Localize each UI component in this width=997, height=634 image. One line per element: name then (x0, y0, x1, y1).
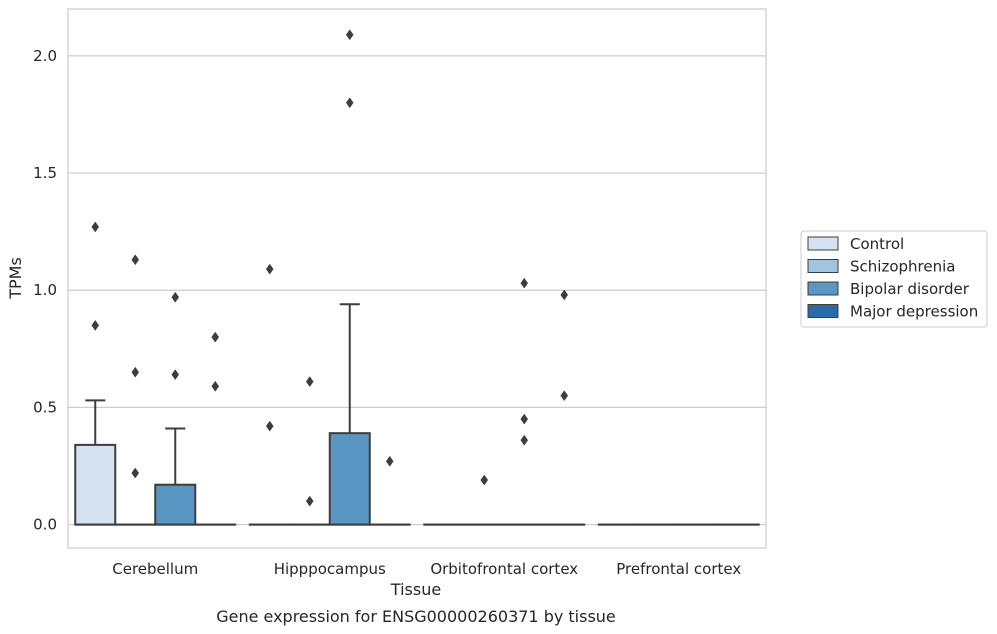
legend-label: Major depression (850, 303, 978, 321)
legend-label: Schizophrenia (850, 258, 955, 276)
outlier-point (345, 97, 354, 109)
x-tick-label: Orbitofrontal cortex (430, 560, 578, 578)
outlier-point (131, 254, 140, 266)
legend-swatch (807, 304, 839, 318)
legend-label: Control (850, 235, 904, 253)
outlier-point (560, 390, 569, 402)
outlier-point (520, 434, 529, 446)
outlier-point (385, 455, 394, 467)
legend-swatch (807, 259, 839, 273)
chart-caption: Gene expression for ENSG00000260371 by t… (216, 607, 616, 626)
outlier-point (345, 29, 354, 41)
outlier-point (91, 221, 100, 233)
y-tick-label: 2.0 (33, 47, 57, 65)
legend-frame (800, 230, 988, 328)
box-0-0 (74, 399, 117, 526)
outlier-point (305, 495, 314, 507)
y-tick-label: 0.0 (33, 516, 57, 534)
x-axis-label: Tissue (390, 580, 441, 599)
box-2-1 (328, 303, 371, 526)
x-tick-label: Prefrontal cortex (616, 560, 741, 578)
box-2-0 (154, 427, 197, 526)
box-body (74, 443, 117, 526)
x-tick-label: Hipppocampus (274, 560, 386, 578)
plot-area-frame (67, 8, 767, 549)
box-body (328, 432, 371, 526)
outlier-point (265, 263, 274, 275)
legend-label: Bipolar disorder (850, 280, 970, 298)
outlier-point (265, 420, 274, 432)
legend: Control Schizophrenia Bipolar disorder Majo… (800, 230, 988, 328)
legend-swatch (807, 236, 839, 251)
outliers (91, 29, 569, 507)
outlier-point (560, 289, 569, 301)
y-axis-label: TPMs (6, 257, 25, 300)
outlier-point (211, 380, 220, 392)
outlier-point (520, 277, 529, 289)
outlier-point (480, 474, 489, 486)
legend-swatch (807, 281, 839, 296)
box-body (154, 483, 197, 526)
y-tick-label: 1.5 (33, 164, 57, 182)
y-axis-ticks: 0.0 0.5 1.0 1.5 2.0 (33, 47, 57, 534)
outlier-point (211, 331, 220, 343)
outlier-point (91, 319, 100, 331)
x-axis-ticks: Cerebellum Hipppocampus Orbitofrontal cort… (112, 560, 741, 578)
outlier-point (131, 366, 140, 378)
outlier-point (520, 413, 529, 425)
x-tick-label: Cerebellum (112, 560, 198, 578)
outlier-point (171, 291, 180, 303)
y-tick-label: 1.0 (33, 281, 57, 299)
outlier-point (131, 467, 140, 479)
gridlines (68, 55, 766, 526)
outlier-point (305, 376, 314, 388)
y-tick-label: 0.5 (33, 398, 57, 416)
boxes (74, 303, 760, 526)
outlier-point (171, 369, 180, 381)
